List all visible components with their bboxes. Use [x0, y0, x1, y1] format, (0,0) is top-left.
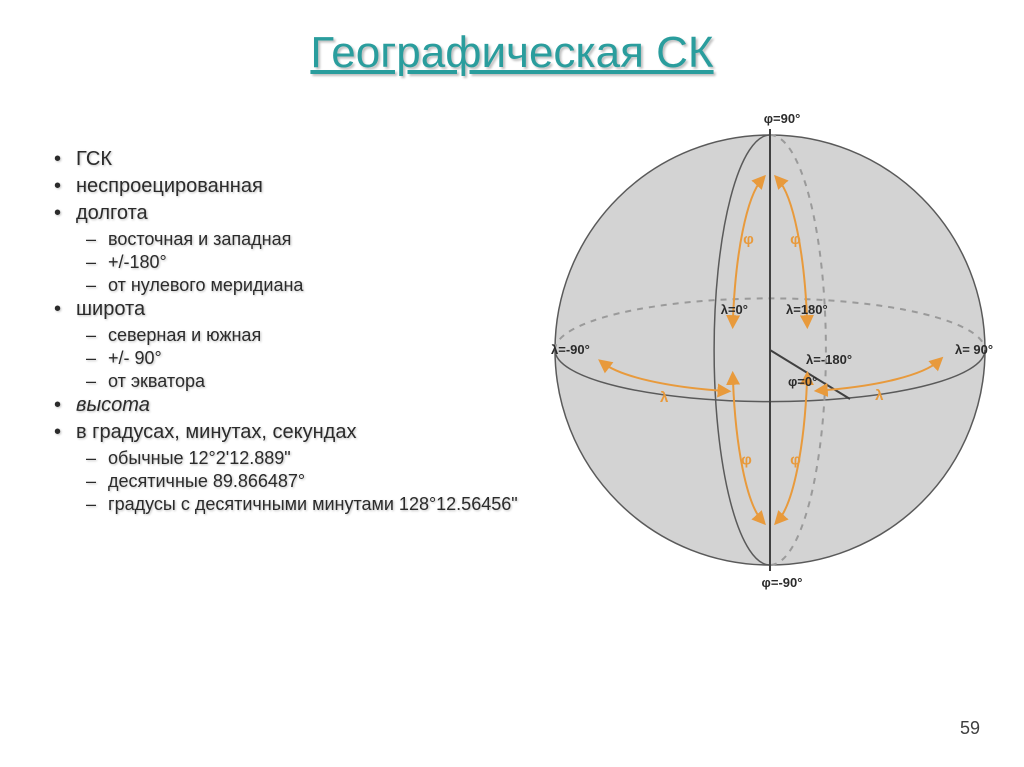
- bullet-text: неспроецированная: [76, 175, 263, 197]
- lambda-symbol-1: λ: [660, 389, 669, 406]
- sub-item: градусы с десятичными минутами 128°12.56…: [86, 494, 530, 515]
- sub-item: десятичные 89.866487°: [86, 471, 530, 492]
- phi-symbol-3: φ: [741, 452, 752, 469]
- label-lambda-90: λ= 90°: [955, 342, 993, 357]
- diagram-container: φ=90° φ=-90° φ=0° λ=0° λ=180° λ=-180° λ=…: [530, 108, 994, 517]
- bullet-item: в градусах, минутах, секундах: [50, 421, 530, 444]
- bullet-text: долгота: [76, 202, 148, 224]
- bullet-list-container: ГСК неспроецированная долгота восточная и з…: [50, 108, 530, 517]
- label-lambda-m90: λ=-90°: [551, 342, 590, 357]
- label-phi-0: φ=0°: [788, 374, 817, 389]
- globe-diagram: φ=90° φ=-90° φ=0° λ=0° λ=180° λ=-180° λ=…: [520, 90, 1024, 630]
- sub-item: восточная и западная: [86, 229, 530, 250]
- sub-item: северная и южная: [86, 325, 530, 346]
- sub-list: северная и южная+/- 90°от экватора: [86, 325, 530, 392]
- page-number: 59: [960, 718, 980, 739]
- bullet-item: неспроецированная: [50, 175, 530, 198]
- label-phi-90: φ=90°: [764, 111, 801, 126]
- sub-list: восточная и западная+/-180°от нулевого м…: [86, 229, 530, 296]
- page-title: Географическая СК: [0, 0, 1024, 88]
- phi-symbol-2: φ: [790, 231, 801, 248]
- bullet-item: широта: [50, 298, 530, 321]
- sub-item: обычные 12°2'12.889": [86, 448, 530, 469]
- label-lambda-0: λ=0°: [721, 302, 748, 317]
- bullet-item: ГСК: [50, 148, 530, 171]
- sub-item: от нулевого меридиана: [86, 275, 530, 296]
- phi-symbol-1: φ: [743, 231, 754, 248]
- sub-item: +/-180°: [86, 252, 530, 273]
- bullet-list: ГСК неспроецированная долгота восточная и з…: [50, 148, 530, 515]
- sub-list: обычные 12°2'12.889"десятичные 89.866487…: [86, 448, 530, 515]
- phi-symbol-4: φ: [790, 452, 801, 469]
- label-lambda-180: λ=180°: [786, 302, 828, 317]
- content-area: ГСК неспроецированная долгота восточная и з…: [0, 88, 1024, 517]
- bullet-text: широта: [76, 298, 145, 320]
- label-lambda-m180: λ=-180°: [806, 352, 852, 367]
- bullet-item: долгота: [50, 202, 530, 225]
- bullet-item: высота: [50, 394, 530, 417]
- bullet-text: в градусах, минутах, секундах: [76, 421, 356, 443]
- bullet-text: ГСК: [76, 148, 112, 170]
- bullet-text: высота: [76, 394, 150, 416]
- label-phi-m90: φ=-90°: [762, 575, 803, 590]
- sub-item: от экватора: [86, 371, 530, 392]
- lambda-symbol-2: λ: [875, 387, 884, 404]
- sub-item: +/- 90°: [86, 348, 530, 369]
